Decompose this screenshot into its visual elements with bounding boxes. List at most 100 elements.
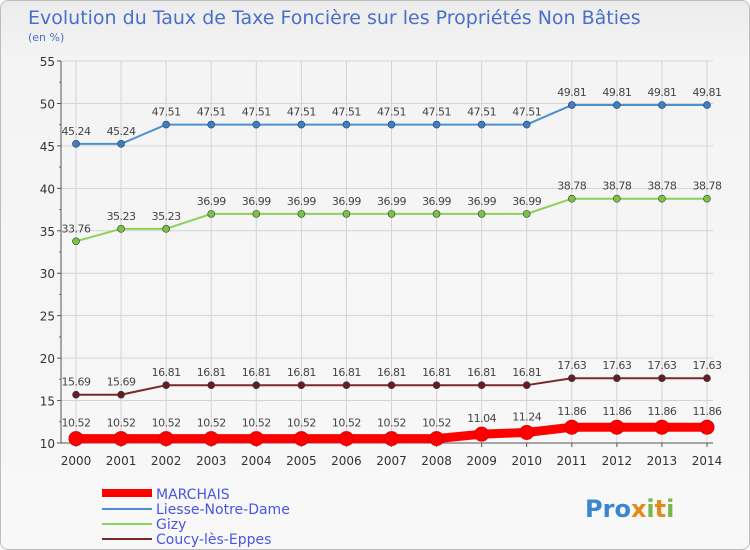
- data-label-liesse-notre-dame: 45.24: [107, 125, 136, 138]
- data-label-coucy-les-eppes: 16.81: [377, 366, 406, 379]
- data-point-marchais: [519, 424, 535, 440]
- data-point-marchais: [68, 431, 84, 447]
- data-point-coucy-les-eppes: [162, 381, 170, 389]
- data-point-marchais: [158, 431, 174, 447]
- data-point-marchais: [203, 431, 219, 447]
- data-label-liesse-notre-dame: 47.51: [197, 106, 226, 119]
- data-label-marchais: 10.52: [287, 417, 316, 430]
- data-label-marchais: 11.86: [693, 405, 722, 418]
- data-label-gizy: 36.99: [287, 195, 316, 208]
- data-label-marchais: 10.52: [242, 417, 271, 430]
- data-label-layer: 10.52 10.52 10.52 10.52 10.52 10.52 10.52 10.52…: [62, 86, 723, 430]
- data-point-coucy-les-eppes: [117, 390, 125, 399]
- x-tick-label: 2005: [286, 454, 317, 468]
- data-point-marchais: [654, 419, 670, 435]
- data-point-liesse-notre-dame: [522, 120, 531, 129]
- data-point-liesse-notre-dame: [477, 120, 486, 129]
- data-point-coucy-les-eppes: [567, 374, 576, 383]
- data-point-gizy: [207, 210, 216, 218]
- data-label-coucy-les-eppes: 16.81: [152, 366, 181, 379]
- series-layer: [68, 101, 715, 447]
- data-point-gizy: [342, 210, 351, 218]
- data-point-liesse-notre-dame: [432, 120, 441, 129]
- data-label-liesse-notre-dame: 47.51: [422, 106, 451, 119]
- data-label-liesse-notre-dame: 49.81: [557, 86, 586, 99]
- data-point-liesse-notre-dame: [703, 101, 711, 109]
- data-point-marchais: [429, 431, 445, 447]
- data-point-marchais: [609, 419, 625, 435]
- data-label-gizy: 35.23: [152, 210, 181, 223]
- data-label-gizy: 36.99: [467, 195, 496, 208]
- data-label-liesse-notre-dame: 49.81: [602, 86, 631, 99]
- data-label-liesse-notre-dame: 47.51: [287, 106, 316, 119]
- data-label-coucy-les-eppes: 16.81: [242, 366, 271, 379]
- data-point-liesse-notre-dame: [613, 101, 621, 109]
- data-label-gizy: 33.76: [62, 222, 91, 235]
- x-tick-label: 2003: [196, 454, 227, 468]
- data-label-marchais: 11.86: [602, 405, 631, 418]
- data-point-gizy: [522, 210, 531, 218]
- y-tick-layer: 10 15 20 25 30 35 40 45 50 55: [40, 55, 61, 451]
- y-tick-label: 55: [40, 55, 55, 69]
- data-label-coucy-les-eppes: 16.81: [512, 366, 541, 379]
- data-label-coucy-les-eppes: 17.63: [557, 359, 586, 372]
- x-tick-label: 2010: [511, 454, 542, 468]
- data-label-gizy: 36.99: [242, 195, 271, 208]
- data-point-gizy: [432, 210, 441, 218]
- data-label-marchais: 10.52: [377, 417, 406, 430]
- y-tick-label: 20: [40, 352, 55, 366]
- x-tick-label: 2012: [602, 454, 633, 468]
- data-label-liesse-notre-dame: 45.24: [62, 125, 91, 138]
- data-point-marchais: [384, 431, 399, 447]
- x-tick-label: 2000: [61, 454, 92, 468]
- data-label-liesse-notre-dame: 47.51: [242, 106, 271, 119]
- x-tick-label: 2001: [106, 454, 137, 468]
- data-point-liesse-notre-dame: [162, 120, 170, 129]
- data-point-coucy-les-eppes: [658, 374, 666, 383]
- data-point-liesse-notre-dame: [297, 120, 306, 129]
- data-label-marchais: 11.86: [557, 405, 586, 418]
- data-point-gizy: [387, 210, 396, 218]
- y-tick-label: 50: [40, 97, 55, 111]
- unit-label: (en %): [28, 31, 64, 44]
- x-tick-label: 2006: [331, 454, 362, 468]
- data-label-gizy: 36.99: [332, 195, 361, 208]
- data-point-liesse-notre-dame: [252, 120, 261, 129]
- data-point-gizy: [117, 225, 125, 233]
- data-label-gizy: 38.78: [693, 180, 722, 193]
- data-label-gizy: 38.78: [557, 180, 586, 193]
- data-label-liesse-notre-dame: 49.81: [647, 86, 676, 99]
- x-tick-label: 2009: [466, 454, 497, 468]
- data-label-gizy: 38.78: [647, 180, 676, 193]
- data-point-marchais: [248, 431, 264, 447]
- data-point-liesse-notre-dame: [387, 120, 396, 129]
- x-tick-label: 2004: [241, 454, 272, 468]
- data-label-coucy-les-eppes: 15.69: [62, 376, 91, 389]
- data-label-marchais: 10.52: [197, 417, 226, 430]
- data-point-gizy: [567, 194, 576, 203]
- legend-label-marchais: MARCHAIS: [156, 487, 230, 503]
- data-point-liesse-notre-dame: [117, 140, 125, 148]
- data-point-coucy-les-eppes: [432, 381, 441, 389]
- y-tick-label: 40: [40, 182, 55, 196]
- data-point-liesse-notre-dame: [658, 101, 666, 109]
- data-point-gizy: [72, 237, 80, 246]
- data-label-gizy: 36.99: [422, 195, 451, 208]
- data-label-coucy-les-eppes: 17.63: [647, 359, 676, 372]
- y-tick-label: 35: [40, 225, 55, 239]
- data-point-marchais: [338, 431, 354, 447]
- data-label-marchais: 11.24: [512, 410, 541, 423]
- data-point-coucy-les-eppes: [72, 390, 80, 399]
- data-point-gizy: [297, 210, 306, 218]
- data-label-coucy-les-eppes: 15.69: [107, 376, 136, 389]
- data-point-liesse-notre-dame: [567, 101, 576, 109]
- y-tick-label: 30: [40, 267, 55, 281]
- data-label-coucy-les-eppes: 16.81: [467, 366, 496, 379]
- data-label-coucy-les-eppes: 16.81: [422, 366, 451, 379]
- data-label-coucy-les-eppes: 16.81: [197, 366, 226, 379]
- data-point-coucy-les-eppes: [207, 381, 216, 389]
- data-label-gizy: 35.23: [107, 210, 136, 223]
- y-tick-label: 10: [40, 437, 55, 451]
- data-point-coucy-les-eppes: [342, 381, 351, 389]
